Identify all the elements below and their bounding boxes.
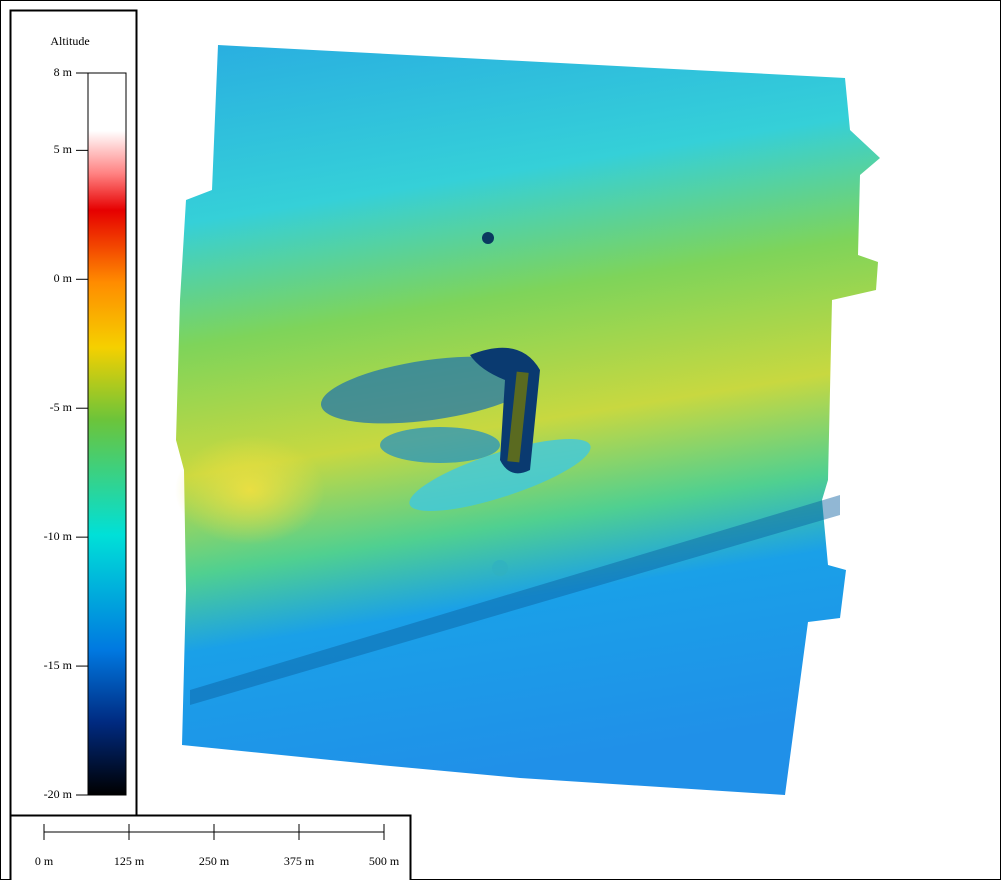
scale-tick-label: 250 m bbox=[199, 854, 230, 868]
scale-tick-label: 375 m bbox=[284, 854, 315, 868]
scale-box bbox=[11, 816, 411, 880]
legend-tick-label: -5 m bbox=[50, 400, 73, 414]
scale-bar bbox=[11, 816, 411, 880]
bathymetry bbox=[175, 45, 880, 795]
legend-tick-label: 5 m bbox=[54, 142, 73, 156]
scale-tick-label: 125 m bbox=[114, 854, 145, 868]
legend-tick-label: -10 m bbox=[44, 529, 73, 543]
legend-tick-label: -15 m bbox=[44, 658, 73, 672]
color-legend: Altitude bbox=[11, 11, 137, 816]
color-bar bbox=[88, 73, 126, 795]
legend-tick-label: 8 m bbox=[54, 65, 73, 79]
legend-tick-label: -20 m bbox=[44, 787, 73, 801]
scale-tick-label: 0 m bbox=[35, 854, 54, 868]
map-view: Altitude 8 m 5 m 0 m -5 m -10 m -15 m -20 m 0 m… bbox=[0, 0, 1001, 880]
legend-tick-label: 0 m bbox=[54, 271, 73, 285]
scale-tick-label: 500 m bbox=[369, 854, 400, 868]
legend-title: Altitude bbox=[50, 34, 89, 48]
